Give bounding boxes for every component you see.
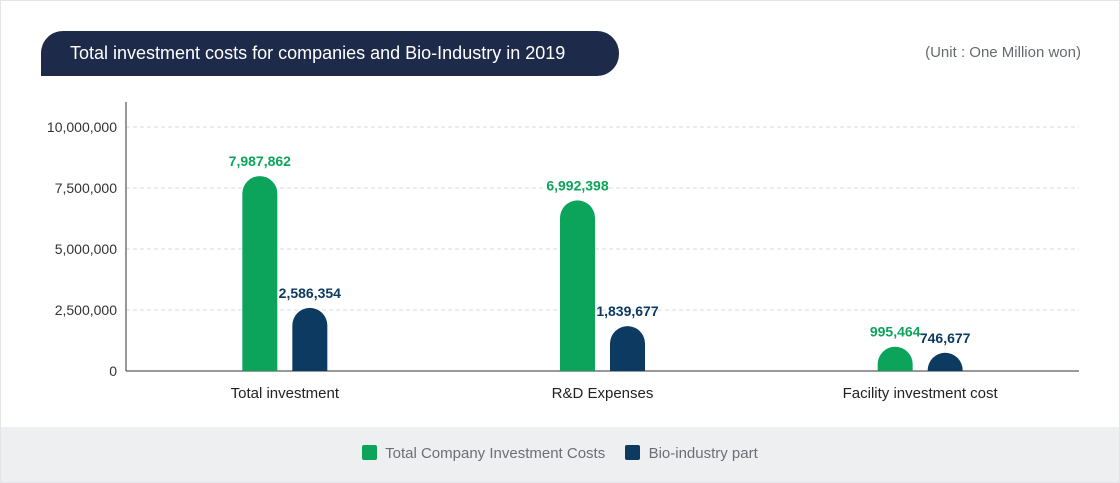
data-label-bio-industry: 746,677 xyxy=(920,330,971,346)
legend-swatch-total xyxy=(362,444,378,460)
y-tick-label: 10,000,000 xyxy=(47,119,117,135)
data-label-bio-industry: 2,586,354 xyxy=(279,285,341,301)
bar-chart: 0 2,500,000 5,000,000 7,500,000 10,000,000 7,… xyxy=(47,102,1079,402)
x-category-label: Total investment xyxy=(231,385,340,402)
y-tick-label: 5,000,000 xyxy=(55,241,117,257)
legend-label-bio: Bio-industry part xyxy=(648,444,758,462)
chart-title: Total investment costs for companies and… xyxy=(41,31,619,76)
legend-item-total: Total Company Investment Costs xyxy=(362,444,606,462)
data-label-bio-industry: 1,839,677 xyxy=(596,303,658,319)
bar-total-company xyxy=(877,346,913,371)
x-category-label: R&D Expenses xyxy=(552,385,654,402)
x-category-label: Facility investment cost xyxy=(843,385,999,402)
legend-item-bio: Bio-industry part xyxy=(625,444,758,462)
data-label-total-company: 7,987,862 xyxy=(229,153,291,169)
bar-bio-industry xyxy=(927,352,963,371)
legend-area: Total Company Investment Costs Bio-indus… xyxy=(1,427,1119,482)
y-tick-label: 7,500,000 xyxy=(55,180,117,196)
y-tick-label: 0 xyxy=(109,363,117,379)
data-label-total-company: 6,992,398 xyxy=(546,177,608,193)
y-tick-label: 2,500,000 xyxy=(55,302,117,318)
legend-swatch-bio xyxy=(625,444,641,460)
legend: Total Company Investment Costs Bio-indus… xyxy=(1,444,1119,462)
bar-bio-industry xyxy=(610,326,645,371)
unit-note: (Unit : One Million won) xyxy=(925,44,1081,61)
data-label-total-company: 995,464 xyxy=(870,324,921,340)
bar-bio-industry xyxy=(292,307,328,371)
legend-label-total: Total Company Investment Costs xyxy=(385,444,606,462)
bar-total-company xyxy=(242,176,278,371)
bar-total-company xyxy=(560,200,595,371)
